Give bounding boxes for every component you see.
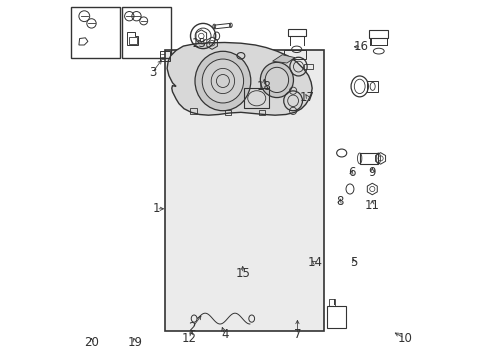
Bar bbox=[370, 38, 386, 45]
Text: 17: 17 bbox=[299, 91, 314, 104]
Text: 3: 3 bbox=[149, 66, 156, 78]
Bar bbox=[128, 37, 137, 44]
Bar bbox=[71, 7, 120, 58]
Bar bbox=[258, 110, 265, 115]
Bar bbox=[160, 51, 170, 61]
Text: 8: 8 bbox=[336, 195, 343, 208]
Text: 9: 9 bbox=[368, 166, 375, 179]
Text: 13: 13 bbox=[192, 37, 206, 50]
Polygon shape bbox=[272, 55, 294, 63]
Text: 10: 10 bbox=[396, 332, 411, 345]
Bar bbox=[224, 110, 231, 115]
Text: 12: 12 bbox=[181, 332, 196, 345]
Bar bbox=[366, 81, 377, 92]
Polygon shape bbox=[167, 42, 311, 115]
Text: 6: 6 bbox=[347, 166, 355, 179]
Bar bbox=[368, 30, 387, 38]
Text: 11: 11 bbox=[364, 199, 379, 212]
Text: 14: 14 bbox=[306, 256, 322, 269]
Bar bbox=[190, 108, 197, 114]
Text: 19: 19 bbox=[127, 336, 142, 348]
Text: 5: 5 bbox=[350, 256, 357, 269]
Text: 16: 16 bbox=[353, 40, 368, 53]
Ellipse shape bbox=[264, 67, 288, 93]
Bar bbox=[359, 153, 378, 164]
Bar bbox=[328, 299, 334, 306]
Text: 18: 18 bbox=[256, 80, 271, 93]
Bar bbox=[284, 50, 305, 59]
Bar bbox=[244, 88, 268, 108]
Text: 1: 1 bbox=[152, 202, 160, 215]
Text: 15: 15 bbox=[235, 267, 250, 280]
Text: 7: 7 bbox=[293, 328, 301, 341]
Ellipse shape bbox=[260, 62, 293, 98]
Bar bbox=[165, 50, 323, 331]
Text: 2: 2 bbox=[188, 321, 196, 334]
Bar bbox=[304, 64, 313, 69]
Text: 4: 4 bbox=[221, 328, 228, 341]
Bar bbox=[326, 306, 346, 328]
Bar bbox=[122, 7, 170, 58]
Ellipse shape bbox=[202, 59, 243, 103]
Text: 20: 20 bbox=[84, 336, 99, 348]
Bar bbox=[287, 29, 305, 36]
Ellipse shape bbox=[195, 51, 250, 111]
